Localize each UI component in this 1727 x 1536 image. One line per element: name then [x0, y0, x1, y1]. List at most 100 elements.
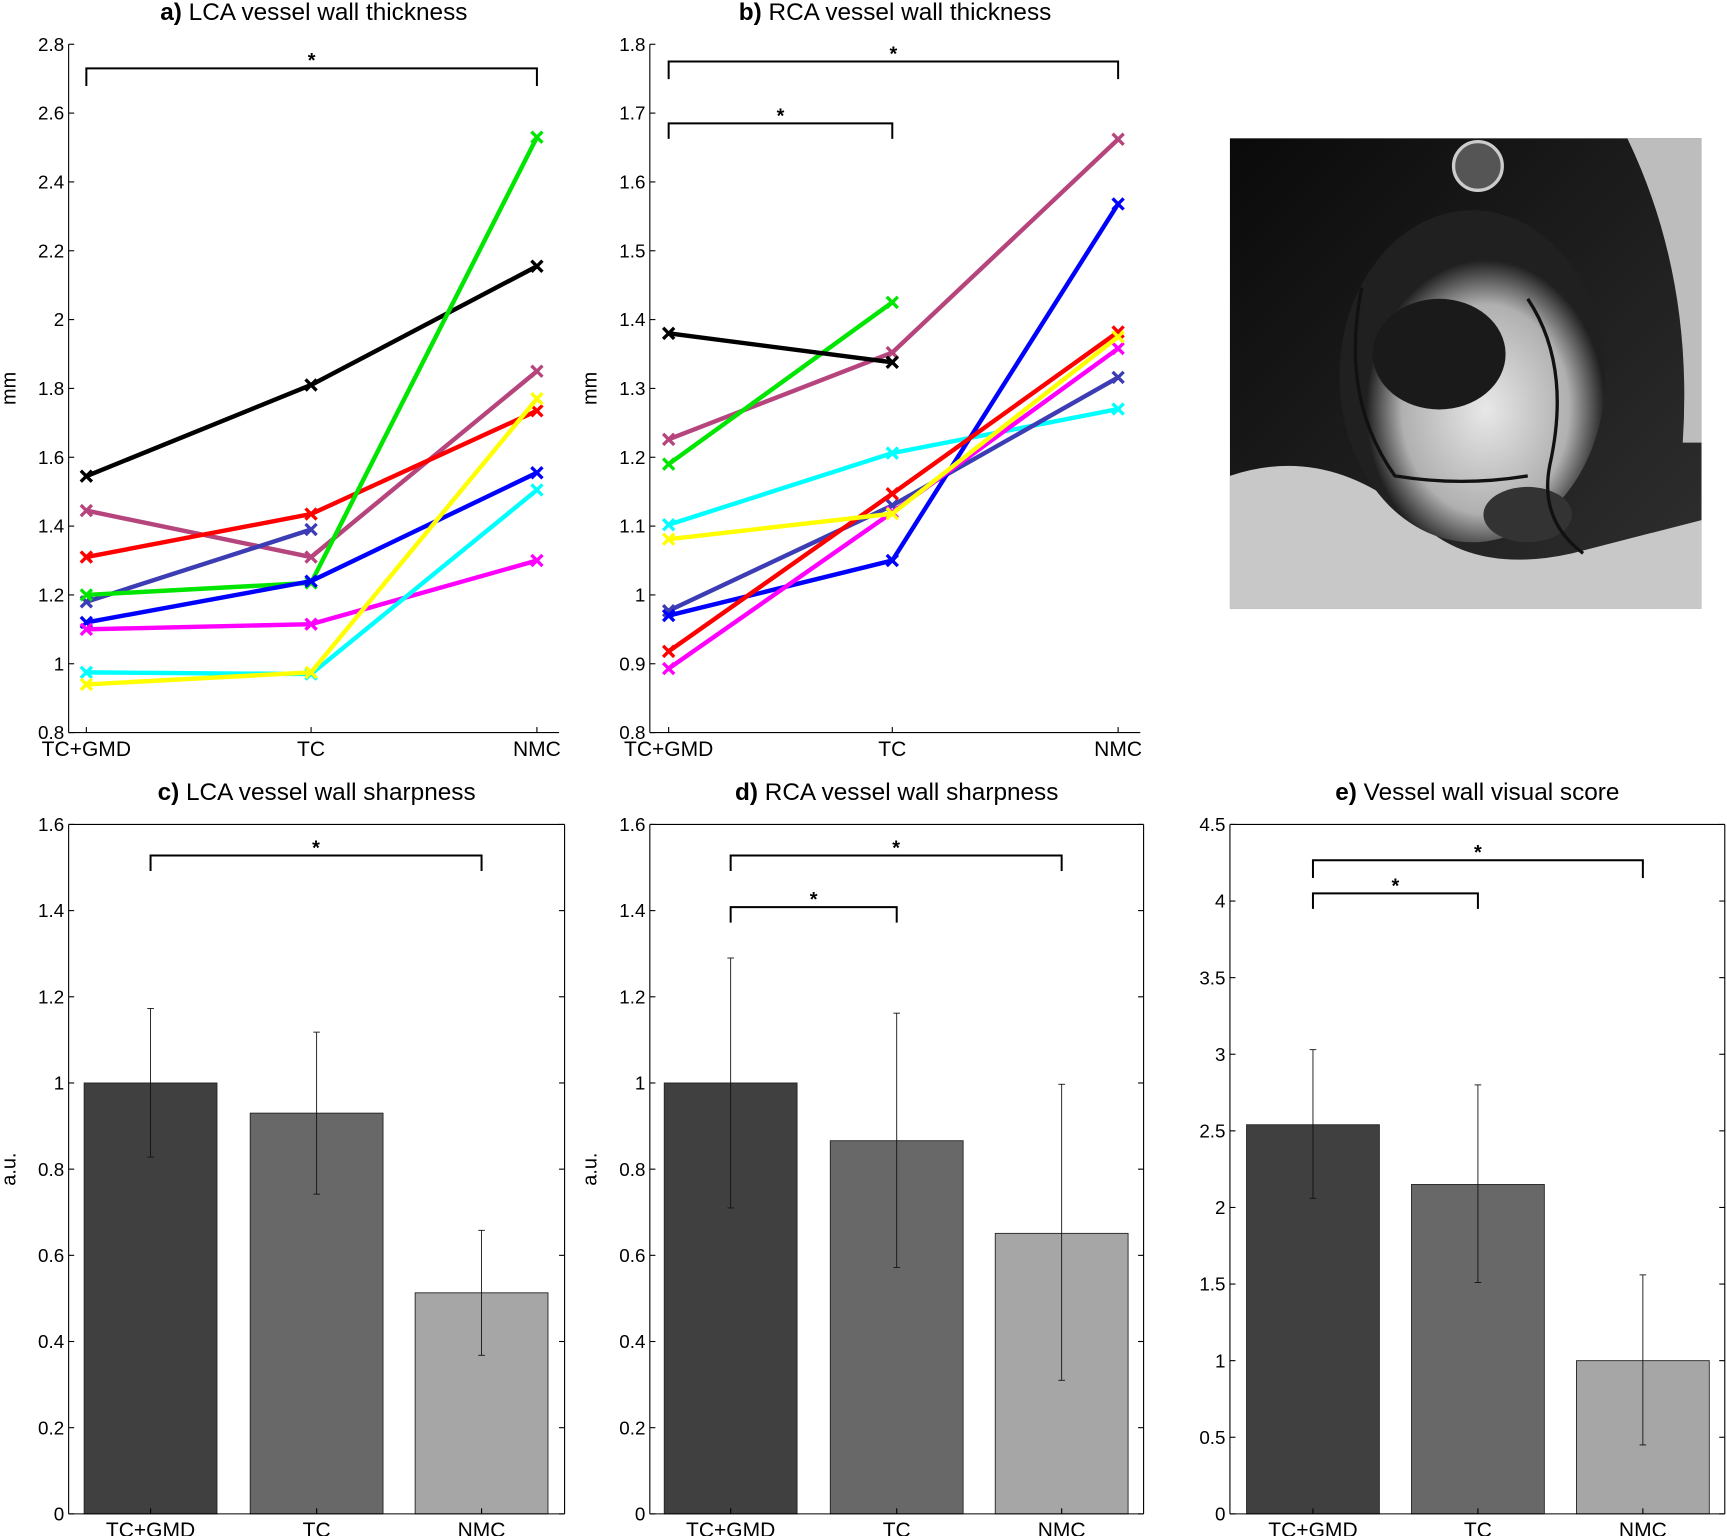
y-tick-label: 0.8: [619, 722, 645, 743]
y-tick-label: 1.2: [38, 585, 64, 606]
y-tick-label: 4.5: [1199, 814, 1225, 835]
chart-title-text: LCA vessel wall thickness: [189, 0, 468, 26]
data-point-marker: [1111, 197, 1125, 211]
significance-label: *: [312, 837, 320, 859]
y-tick-label: 1: [1215, 1350, 1225, 1371]
y-tick-label: 2.4: [38, 172, 64, 193]
y-tick-label: 1.4: [619, 309, 645, 330]
y-tick-label: 4: [1215, 891, 1225, 912]
significance-bracket: [1311, 892, 1479, 909]
data-point-marker: [885, 446, 899, 460]
y-tick-label: 0: [54, 1504, 64, 1525]
data-point-marker: [661, 532, 676, 546]
y-tick-label: 1.2: [38, 986, 64, 1007]
y-tick-label: 1: [635, 585, 645, 606]
data-point-marker: [661, 661, 676, 676]
y-tick-label: 3: [1215, 1044, 1225, 1065]
chart-title-text: Vessel wall visual score: [1364, 779, 1620, 806]
y-tick-label: 1.6: [38, 814, 64, 835]
x-tick-label: NMC: [1094, 738, 1142, 761]
y-tick-label: 0.8: [38, 1159, 64, 1180]
y-tick-label: 1.8: [619, 34, 645, 55]
data-point-marker: [1111, 330, 1125, 344]
x-tick-label: TC+GMD: [1268, 1519, 1357, 1536]
significance-bracket: [729, 854, 1063, 871]
data-point-marker: [885, 487, 899, 501]
data-point-marker: [530, 392, 544, 406]
chart-title-prefix: b): [739, 0, 762, 26]
x-tick-label: TC+GMD: [686, 1519, 775, 1536]
data-point-marker: [530, 130, 544, 144]
chart-title-prefix: d): [735, 779, 758, 806]
data-point-marker: [304, 665, 318, 680]
y-tick-label: 0.2: [38, 1417, 64, 1438]
data-point-marker: [1111, 132, 1125, 146]
y-tick-label: 1.4: [38, 516, 64, 537]
significance-bracket: [149, 854, 483, 871]
data-point-marker: [530, 466, 544, 480]
data-point-marker: [79, 677, 94, 692]
y-tick-label: 1.1: [619, 516, 645, 537]
y-tick-label: 0.8: [38, 722, 64, 743]
chart-b: b) RCA vessel wall thickness mm 0.8 0.9 1 1.1…: [580, 0, 1142, 761]
data-point-marker: [661, 518, 676, 532]
chart-d: d) RCA vessel wall sharpness a.u. 0 0.2 0.4 0…: [580, 779, 1145, 1536]
y-tick-label: 1.5: [619, 240, 645, 261]
significance-bracket: [85, 67, 538, 87]
y-tick-label: 0.6: [38, 1245, 64, 1266]
significance-label: *: [308, 50, 316, 72]
y-tick-label: 2.8: [38, 34, 64, 55]
x-tick-label: NMC: [1038, 1519, 1086, 1536]
chart-title-prefix: e): [1335, 779, 1357, 806]
data-point-marker: [661, 326, 676, 341]
data-point-marker: [1111, 325, 1125, 339]
data-point-marker: [304, 378, 318, 392]
data-point-marker: [304, 617, 318, 631]
y-tick-label: 0.8: [619, 1159, 645, 1180]
y-tick-label: 1.4: [38, 900, 64, 921]
data-point-marker: [79, 503, 94, 518]
data-point-marker: [304, 550, 318, 564]
significance-bracket: [729, 906, 898, 923]
y-axis-label: mm: [580, 372, 602, 405]
series-line-3: [85, 527, 312, 604]
mri-image: [1229, 138, 1702, 609]
chart-title: d) RCA vessel wall sharpness: [735, 779, 1058, 806]
chart-title: a) LCA vessel wall thickness: [160, 0, 467, 26]
x-tick-label: TC: [1464, 1519, 1492, 1536]
chart-title: e) Vessel wall visual score: [1335, 779, 1619, 806]
y-tick-label: 1.6: [619, 814, 645, 835]
data-point-marker: [530, 553, 544, 568]
data-point-marker: [530, 404, 544, 418]
data-point-marker: [885, 506, 899, 521]
data-point-marker: [304, 507, 318, 521]
y-tick-label: 0.5: [1199, 1427, 1225, 1448]
significance-label: *: [892, 837, 900, 859]
x-tick-label: TC: [297, 738, 325, 761]
x-tick-label: TC: [878, 738, 906, 761]
y-tick-label: 1.7: [619, 103, 645, 124]
x-tick-label: TC+GMD: [106, 1519, 195, 1536]
data-point-marker: [1111, 402, 1125, 416]
y-tick-label: 2: [1215, 1197, 1225, 1218]
y-tick-label: 1: [54, 653, 64, 674]
data-point-marker: [885, 553, 899, 568]
chart-title: c) LCA vessel wall sharpness: [158, 779, 476, 806]
y-tick-label: 2.6: [38, 103, 64, 124]
data-point-marker: [661, 608, 676, 623]
data-point-marker: [304, 522, 318, 537]
x-tick-label: TC+GMD: [624, 738, 713, 761]
y-tick-label: 1.6: [619, 172, 645, 193]
data-point-marker: [661, 644, 676, 659]
y-tick-label: 1.3: [619, 378, 645, 399]
y-tick-label: 0: [1215, 1504, 1225, 1525]
y-tick-label: 2.2: [38, 240, 64, 261]
x-tick-label: TC+GMD: [42, 738, 131, 761]
data-point-marker: [304, 574, 318, 588]
significance-label: *: [1474, 842, 1482, 864]
significance-label: *: [810, 889, 818, 911]
y-axis-label: a.u.: [0, 1153, 20, 1186]
y-tick-label: 0.4: [619, 1331, 645, 1352]
data-point-marker: [661, 432, 676, 447]
